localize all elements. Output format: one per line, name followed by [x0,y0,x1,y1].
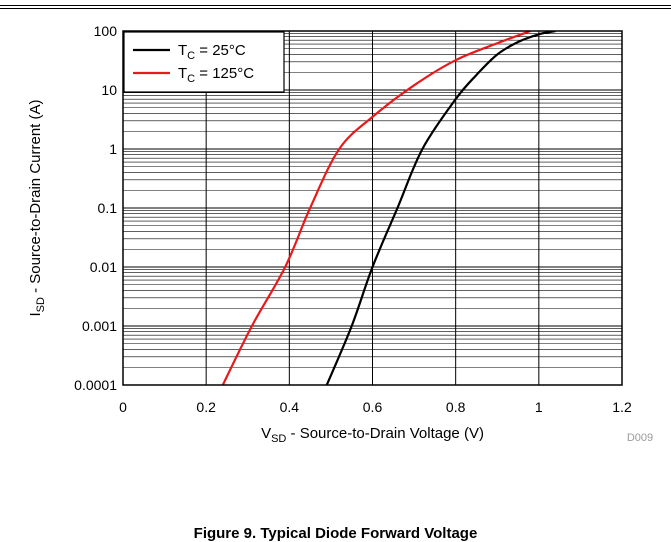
figure-code: D009 [627,432,653,444]
x-tick-label: 0.8 [446,399,466,415]
x-axis-label-sub: SD [271,433,286,445]
legend-label-rest: = 125°C [195,65,254,82]
legend-label-main: T [178,65,187,82]
y-axis-label-rest: - Source-to-Drain Current (A) [27,99,44,297]
y-tick-label: 0.0001 [74,377,117,393]
legend-label-25c: TC = 25°C [178,42,246,62]
y-tick-label: 0.1 [98,200,118,216]
y-tick-label: 0.001 [82,318,117,334]
legend-label-sub: C [187,50,195,62]
legend-label-rest: = 25°C [195,42,246,59]
x-tick-label: 0.6 [363,399,383,415]
y-axis-label: ISD - Source-to-Drain Current (A) [27,99,47,316]
x-tick-label: 0 [119,399,127,415]
y-tick-label: 100 [94,23,118,39]
y-tick-labels: 100 10 1 0.1 0.01 0.001 0.0001 [74,23,117,393]
y-tick-label: 1 [109,141,117,157]
series-line-125c [221,31,531,385]
figure-caption: Figure 9. Typical Diode Forward Voltage [193,525,478,542]
y-axis-label-main: I [27,312,44,316]
x-axis-label-rest: - Source-to-Drain Voltage (V) [286,425,484,442]
legend-label-125c: TC = 125°C [178,65,254,85]
x-axis-label-main: V [261,425,271,442]
legend-label-main: T [178,42,187,59]
x-tick-label: 0.2 [196,399,216,415]
top-rule [0,5,671,6]
top-rule-lower [0,8,671,9]
series-line-25c [325,31,556,385]
legend-label-sub: C [187,73,195,85]
plot-frame [122,30,623,386]
x-tick-label: 0.4 [280,399,300,415]
legend-box [123,31,285,93]
y-axis-label-sub: SD [35,297,47,312]
x-axis-label: VSD - Source-to-Drain Voltage (V) [261,425,484,445]
y-tick-label: 10 [101,82,117,98]
x-tick-labels: 0 0.2 0.4 0.6 0.8 1 1.2 [119,399,632,415]
legend: TC = 25°CTC = 125°C [123,31,285,93]
y-tick-label: 0.01 [90,259,117,275]
x-tick-label: 1.2 [612,399,632,415]
x-tick-label: 1 [535,399,543,415]
series-curves [221,31,556,385]
